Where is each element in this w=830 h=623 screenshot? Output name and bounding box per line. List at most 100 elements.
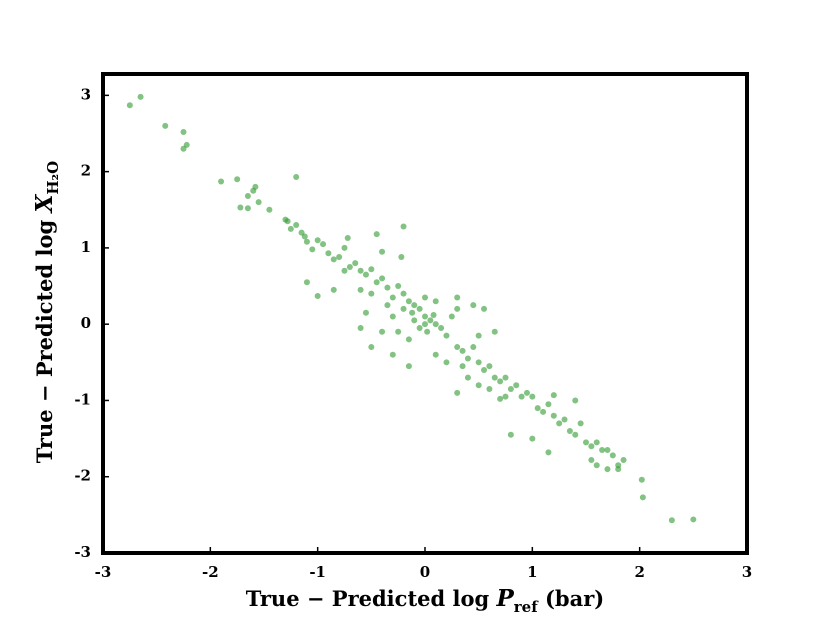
point [137,93,144,100]
point [330,256,337,263]
point [615,466,622,473]
point [497,378,504,385]
point [395,328,402,335]
y-tick-label: -1 [74,390,91,408]
point [556,420,563,427]
point [368,290,375,297]
point [481,366,488,373]
point [459,363,466,370]
point [314,292,321,299]
point [572,431,579,438]
point [529,393,536,400]
point [362,271,369,278]
point [550,412,557,419]
x-tick-label: 3 [742,563,752,581]
point [507,386,514,393]
point [126,102,133,109]
point [411,317,418,324]
point [411,302,418,309]
point [400,290,407,297]
point [244,193,251,200]
point [424,328,431,335]
x-tick-label: -2 [202,563,219,581]
x-tick-label: 2 [634,563,644,581]
point [346,263,353,270]
point [454,294,461,301]
point [325,250,332,257]
point [443,332,450,339]
point [303,279,310,286]
point [534,405,541,412]
point [183,141,190,148]
point [384,284,391,291]
point [432,298,439,305]
point [405,363,412,370]
y-tick-label: 1 [81,238,91,256]
point [237,204,244,211]
point [344,234,351,241]
point [266,206,273,213]
point [475,359,482,366]
point [459,347,466,354]
point [320,241,327,248]
point [389,294,396,301]
point [502,374,509,381]
point [330,286,337,293]
point [362,309,369,316]
point [513,382,520,389]
point [357,267,364,274]
point [400,223,407,230]
point [314,237,321,244]
point [475,332,482,339]
point [438,324,445,331]
point [475,382,482,389]
point [284,218,291,225]
point [639,494,646,501]
point [609,452,616,459]
point [255,199,262,206]
point [409,309,416,316]
point [427,317,434,324]
point [448,313,455,320]
point [470,344,477,351]
y-tick-label: 3 [81,85,91,103]
point [400,305,407,312]
point [368,266,375,273]
point [588,443,595,450]
point [507,431,514,438]
point [491,374,498,381]
x-tick-label: -1 [309,563,326,581]
point [287,225,294,232]
point [518,393,525,400]
point [464,374,471,381]
point [303,238,310,245]
point [464,355,471,362]
point [443,359,450,366]
point [379,328,386,335]
y-tick-label: -2 [74,467,91,485]
x-axis-label: True − Predicted log Pref (bar) [246,585,604,616]
point [352,260,359,267]
point [368,344,375,351]
point [301,233,308,240]
point [540,408,547,415]
point [486,386,493,393]
point [293,173,300,180]
point [336,254,343,261]
point [566,427,573,434]
point [470,302,477,309]
plot-frame [101,72,749,555]
point [491,328,498,335]
point [416,305,423,312]
point [373,279,380,286]
x-tick-label: 0 [420,563,430,581]
point [416,324,423,331]
point [379,248,386,255]
y-axis-label: True − Predicted log XH₂O [31,161,62,463]
point [309,246,316,253]
point [497,395,504,402]
point [638,476,645,483]
point [422,321,428,328]
point [180,128,187,135]
